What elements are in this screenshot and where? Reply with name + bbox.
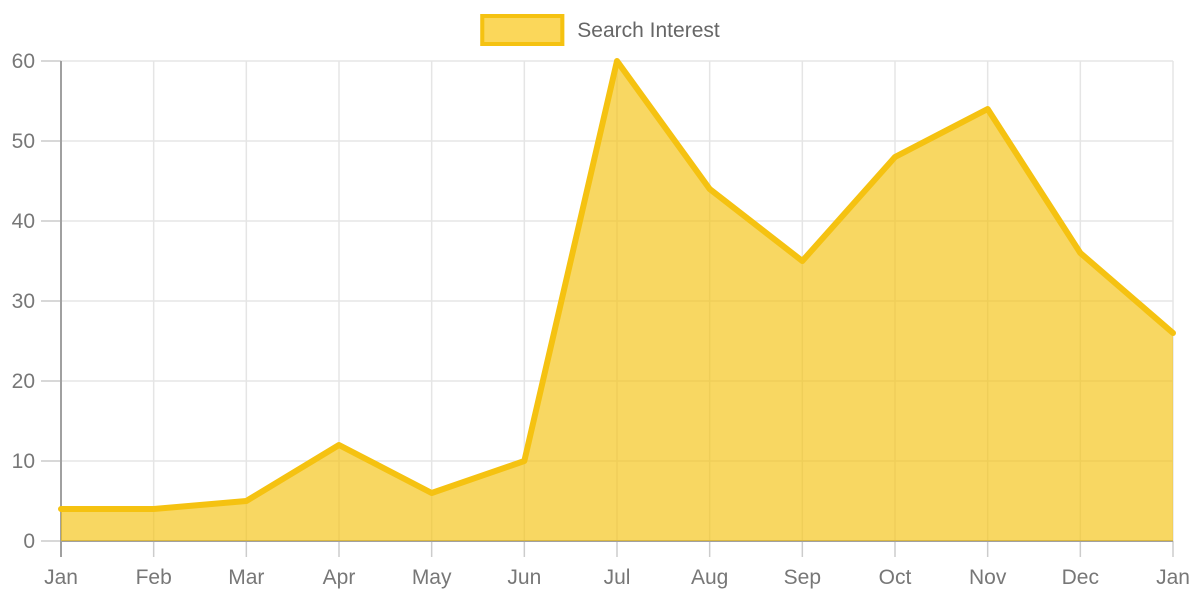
legend-item[interactable]: Search Interest: [480, 14, 720, 46]
x-tick-label: Nov: [969, 566, 1007, 589]
x-tick-label: Dec: [1062, 566, 1099, 589]
x-tick-label: Aug: [691, 566, 728, 589]
y-tick-label: 60: [12, 50, 35, 73]
x-tick-label: Apr: [323, 566, 356, 589]
y-tick-label: 0: [23, 530, 35, 553]
x-tick-label: Jan: [1156, 566, 1190, 589]
x-tick-label: Oct: [879, 566, 912, 589]
legend-swatch: [480, 14, 565, 46]
x-tick-label: Jan: [44, 566, 78, 589]
x-tick-label: Sep: [784, 566, 821, 589]
legend-label: Search Interest: [577, 18, 720, 42]
y-tick-label: 20: [12, 370, 35, 393]
y-tick-label: 50: [12, 130, 35, 153]
x-tick-label: Feb: [136, 566, 172, 589]
x-tick-label: Jun: [507, 566, 541, 589]
y-tick-label: 10: [12, 450, 35, 473]
x-tick-label: May: [412, 566, 452, 589]
x-tick-label: Mar: [228, 566, 264, 589]
series-area-fill: [61, 61, 1173, 541]
x-tick-label: Jul: [604, 566, 631, 589]
series-line: [58, 58, 1176, 512]
y-tick-label: 40: [12, 210, 35, 233]
y-tick-label: 30: [12, 290, 35, 313]
